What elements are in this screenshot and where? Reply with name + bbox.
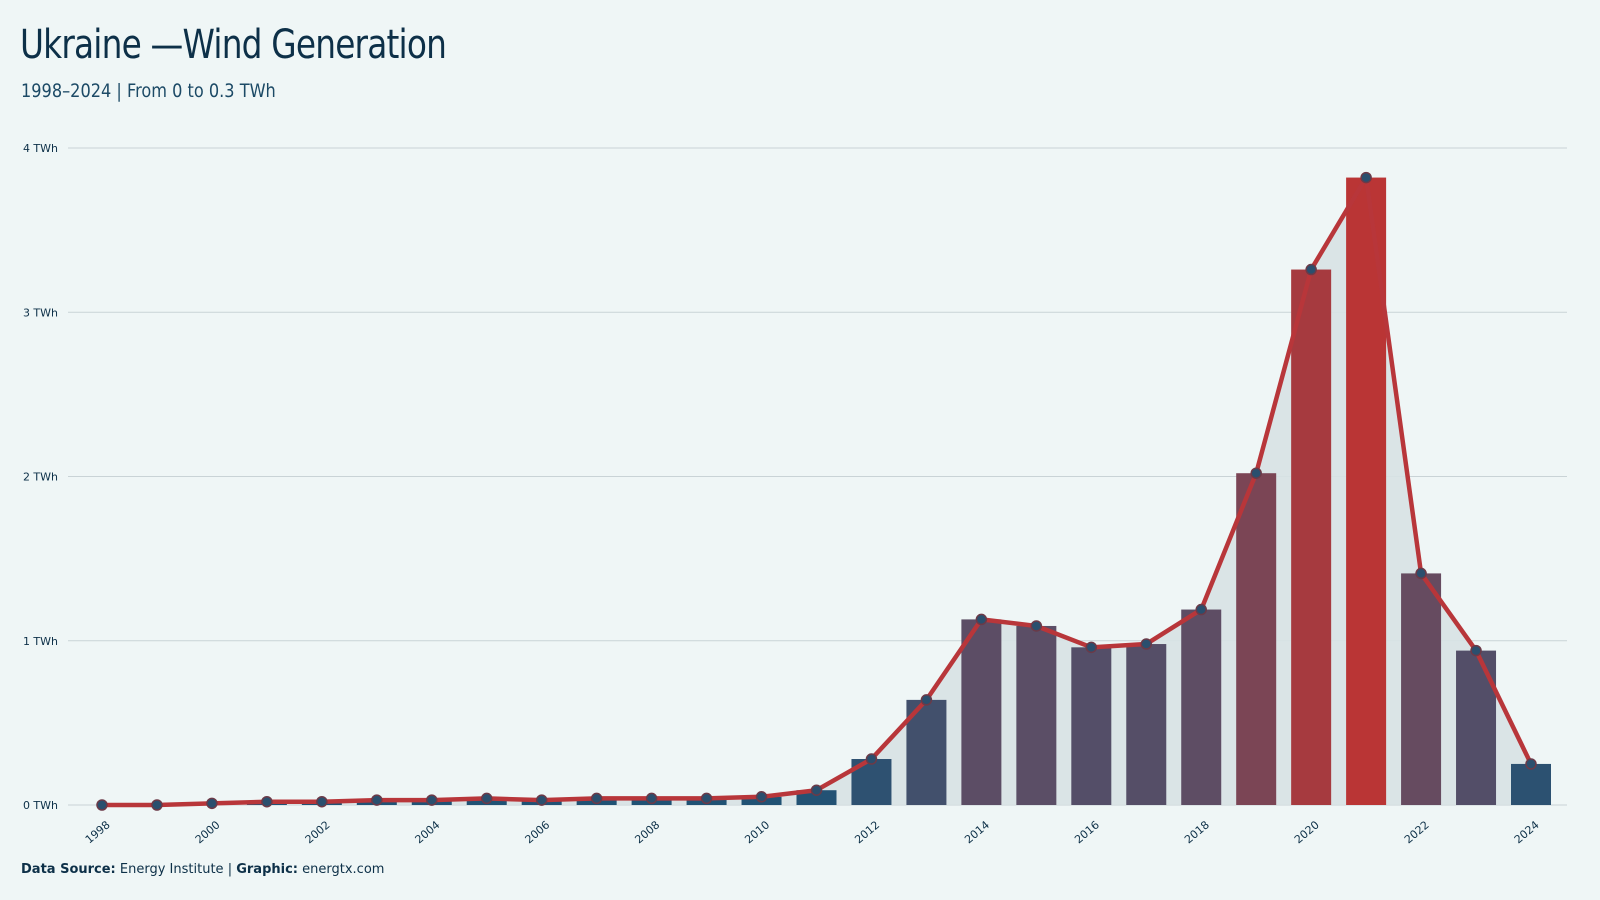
graphic-label: Graphic: bbox=[236, 862, 298, 877]
x-tick-label: 1998 bbox=[83, 818, 113, 846]
bar-2011 bbox=[796, 790, 837, 805]
x-tick-label: 2006 bbox=[523, 818, 553, 846]
point-2001 bbox=[261, 795, 273, 808]
x-tick-label: 2018 bbox=[1182, 818, 1212, 846]
chart-footer: Data Source: Energy Institute | Graphic:… bbox=[21, 862, 384, 877]
point-2018 bbox=[1195, 603, 1207, 616]
bar-2019 bbox=[1236, 473, 1277, 805]
point-2019 bbox=[1250, 467, 1262, 479]
bar-2022 bbox=[1401, 573, 1442, 805]
point-2014 bbox=[975, 613, 988, 626]
bar-2017 bbox=[1126, 644, 1167, 805]
footer-separator: | bbox=[227, 862, 233, 877]
x-tick-label: 2004 bbox=[413, 818, 443, 846]
x-tick-label: 2014 bbox=[962, 818, 992, 846]
point-2024 bbox=[1525, 758, 1537, 770]
y-tick-label: 3 TWh bbox=[23, 306, 58, 319]
point-1998 bbox=[96, 799, 108, 811]
x-tick-label: 2012 bbox=[852, 818, 882, 846]
bar-2016 bbox=[1071, 647, 1112, 805]
point-2020 bbox=[1305, 263, 1317, 276]
x-tick-label: 2020 bbox=[1292, 818, 1322, 846]
point-2009 bbox=[700, 792, 713, 805]
point-2022 bbox=[1415, 567, 1427, 580]
point-2010 bbox=[755, 791, 768, 803]
point-2015 bbox=[1030, 620, 1043, 632]
point-2023 bbox=[1470, 644, 1482, 657]
point-2013 bbox=[920, 694, 933, 706]
x-tick-label: 2000 bbox=[193, 818, 223, 846]
point-2002 bbox=[316, 795, 328, 808]
source-label: Data Source: bbox=[21, 862, 116, 877]
point-2006 bbox=[535, 794, 548, 806]
point-2016 bbox=[1085, 641, 1098, 654]
point-2005 bbox=[480, 792, 493, 805]
point-2003 bbox=[371, 794, 383, 806]
area-layer bbox=[102, 177, 1531, 805]
y-tick-label: 1 TWh bbox=[23, 635, 58, 648]
bar-layer bbox=[191, 177, 1551, 805]
chart-title: Ukraine —Wind Generation bbox=[20, 22, 447, 68]
marker-layer bbox=[96, 171, 1537, 811]
y-tick-label: 4 TWh bbox=[23, 142, 58, 155]
x-tick-label: 2016 bbox=[1072, 818, 1102, 846]
bar-2024 bbox=[1511, 763, 1551, 805]
bar-2015 bbox=[1016, 625, 1057, 805]
graphic-value: energtx.com bbox=[302, 862, 385, 877]
chart-subtitle: 1998–2024 | From 0 to 0.3 TWh bbox=[21, 80, 276, 102]
point-1999 bbox=[151, 799, 163, 811]
y-tick-label: 0 TWh bbox=[23, 799, 58, 812]
x-tick-label: 2010 bbox=[742, 818, 772, 846]
point-2000 bbox=[206, 797, 218, 810]
bar-2020 bbox=[1291, 269, 1332, 805]
area-fill bbox=[102, 177, 1531, 805]
y-tick-label: 2 TWh bbox=[23, 471, 58, 484]
x-tick-label: 2024 bbox=[1512, 818, 1542, 846]
point-2017 bbox=[1140, 638, 1153, 650]
bar-2014 bbox=[961, 619, 1002, 805]
point-2004 bbox=[426, 794, 438, 806]
x-tick-label: 2022 bbox=[1402, 818, 1432, 846]
point-2012 bbox=[865, 753, 878, 765]
bar-2023 bbox=[1456, 650, 1497, 805]
bar-2018 bbox=[1181, 609, 1222, 805]
x-tick-label: 2002 bbox=[303, 818, 333, 846]
x-tick-label: 2008 bbox=[632, 818, 662, 846]
point-2007 bbox=[590, 792, 603, 805]
point-2008 bbox=[645, 792, 658, 805]
source-value: Energy Institute bbox=[119, 862, 224, 877]
point-2021 bbox=[1360, 171, 1372, 184]
point-2011 bbox=[810, 784, 823, 796]
